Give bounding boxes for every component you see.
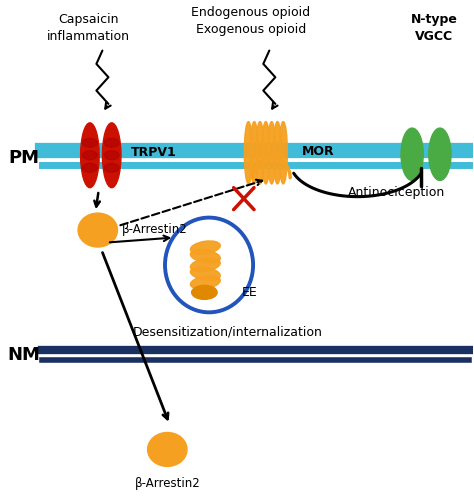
Ellipse shape [102,123,121,188]
Ellipse shape [279,122,287,184]
Ellipse shape [191,267,220,280]
Ellipse shape [267,122,276,184]
Text: β-Arrestin2: β-Arrestin2 [122,222,188,235]
Ellipse shape [262,122,270,184]
Ellipse shape [273,122,282,184]
Ellipse shape [104,151,119,160]
Ellipse shape [147,432,187,466]
Ellipse shape [191,258,220,272]
Text: N-type
VGCC: N-type VGCC [410,13,457,43]
Text: PM: PM [9,149,40,167]
Text: β-Arrestin2: β-Arrestin2 [135,477,200,490]
Ellipse shape [401,128,423,180]
Text: NM: NM [7,346,40,364]
Text: Desensitization/internalization: Desensitization/internalization [133,326,322,339]
Text: TRPV1: TRPV1 [131,146,177,160]
Ellipse shape [82,163,97,172]
Text: Endogenous opioid
Exogenous opioid: Endogenous opioid Exogenous opioid [191,6,310,36]
Ellipse shape [191,286,217,300]
Text: Capsaicin
inflammation: Capsaicin inflammation [47,13,130,43]
Ellipse shape [104,138,119,147]
Text: MOR: MOR [302,145,334,158]
Ellipse shape [82,138,97,147]
Ellipse shape [82,151,97,160]
Ellipse shape [81,123,99,188]
Ellipse shape [78,213,118,247]
Ellipse shape [191,241,220,254]
Ellipse shape [244,122,253,184]
Ellipse shape [429,128,451,180]
Ellipse shape [191,250,220,263]
Ellipse shape [191,276,220,289]
Text: EE: EE [241,286,257,299]
Ellipse shape [250,122,258,184]
Ellipse shape [104,163,119,172]
Ellipse shape [256,122,264,184]
Text: Antinociception: Antinociception [348,186,446,199]
